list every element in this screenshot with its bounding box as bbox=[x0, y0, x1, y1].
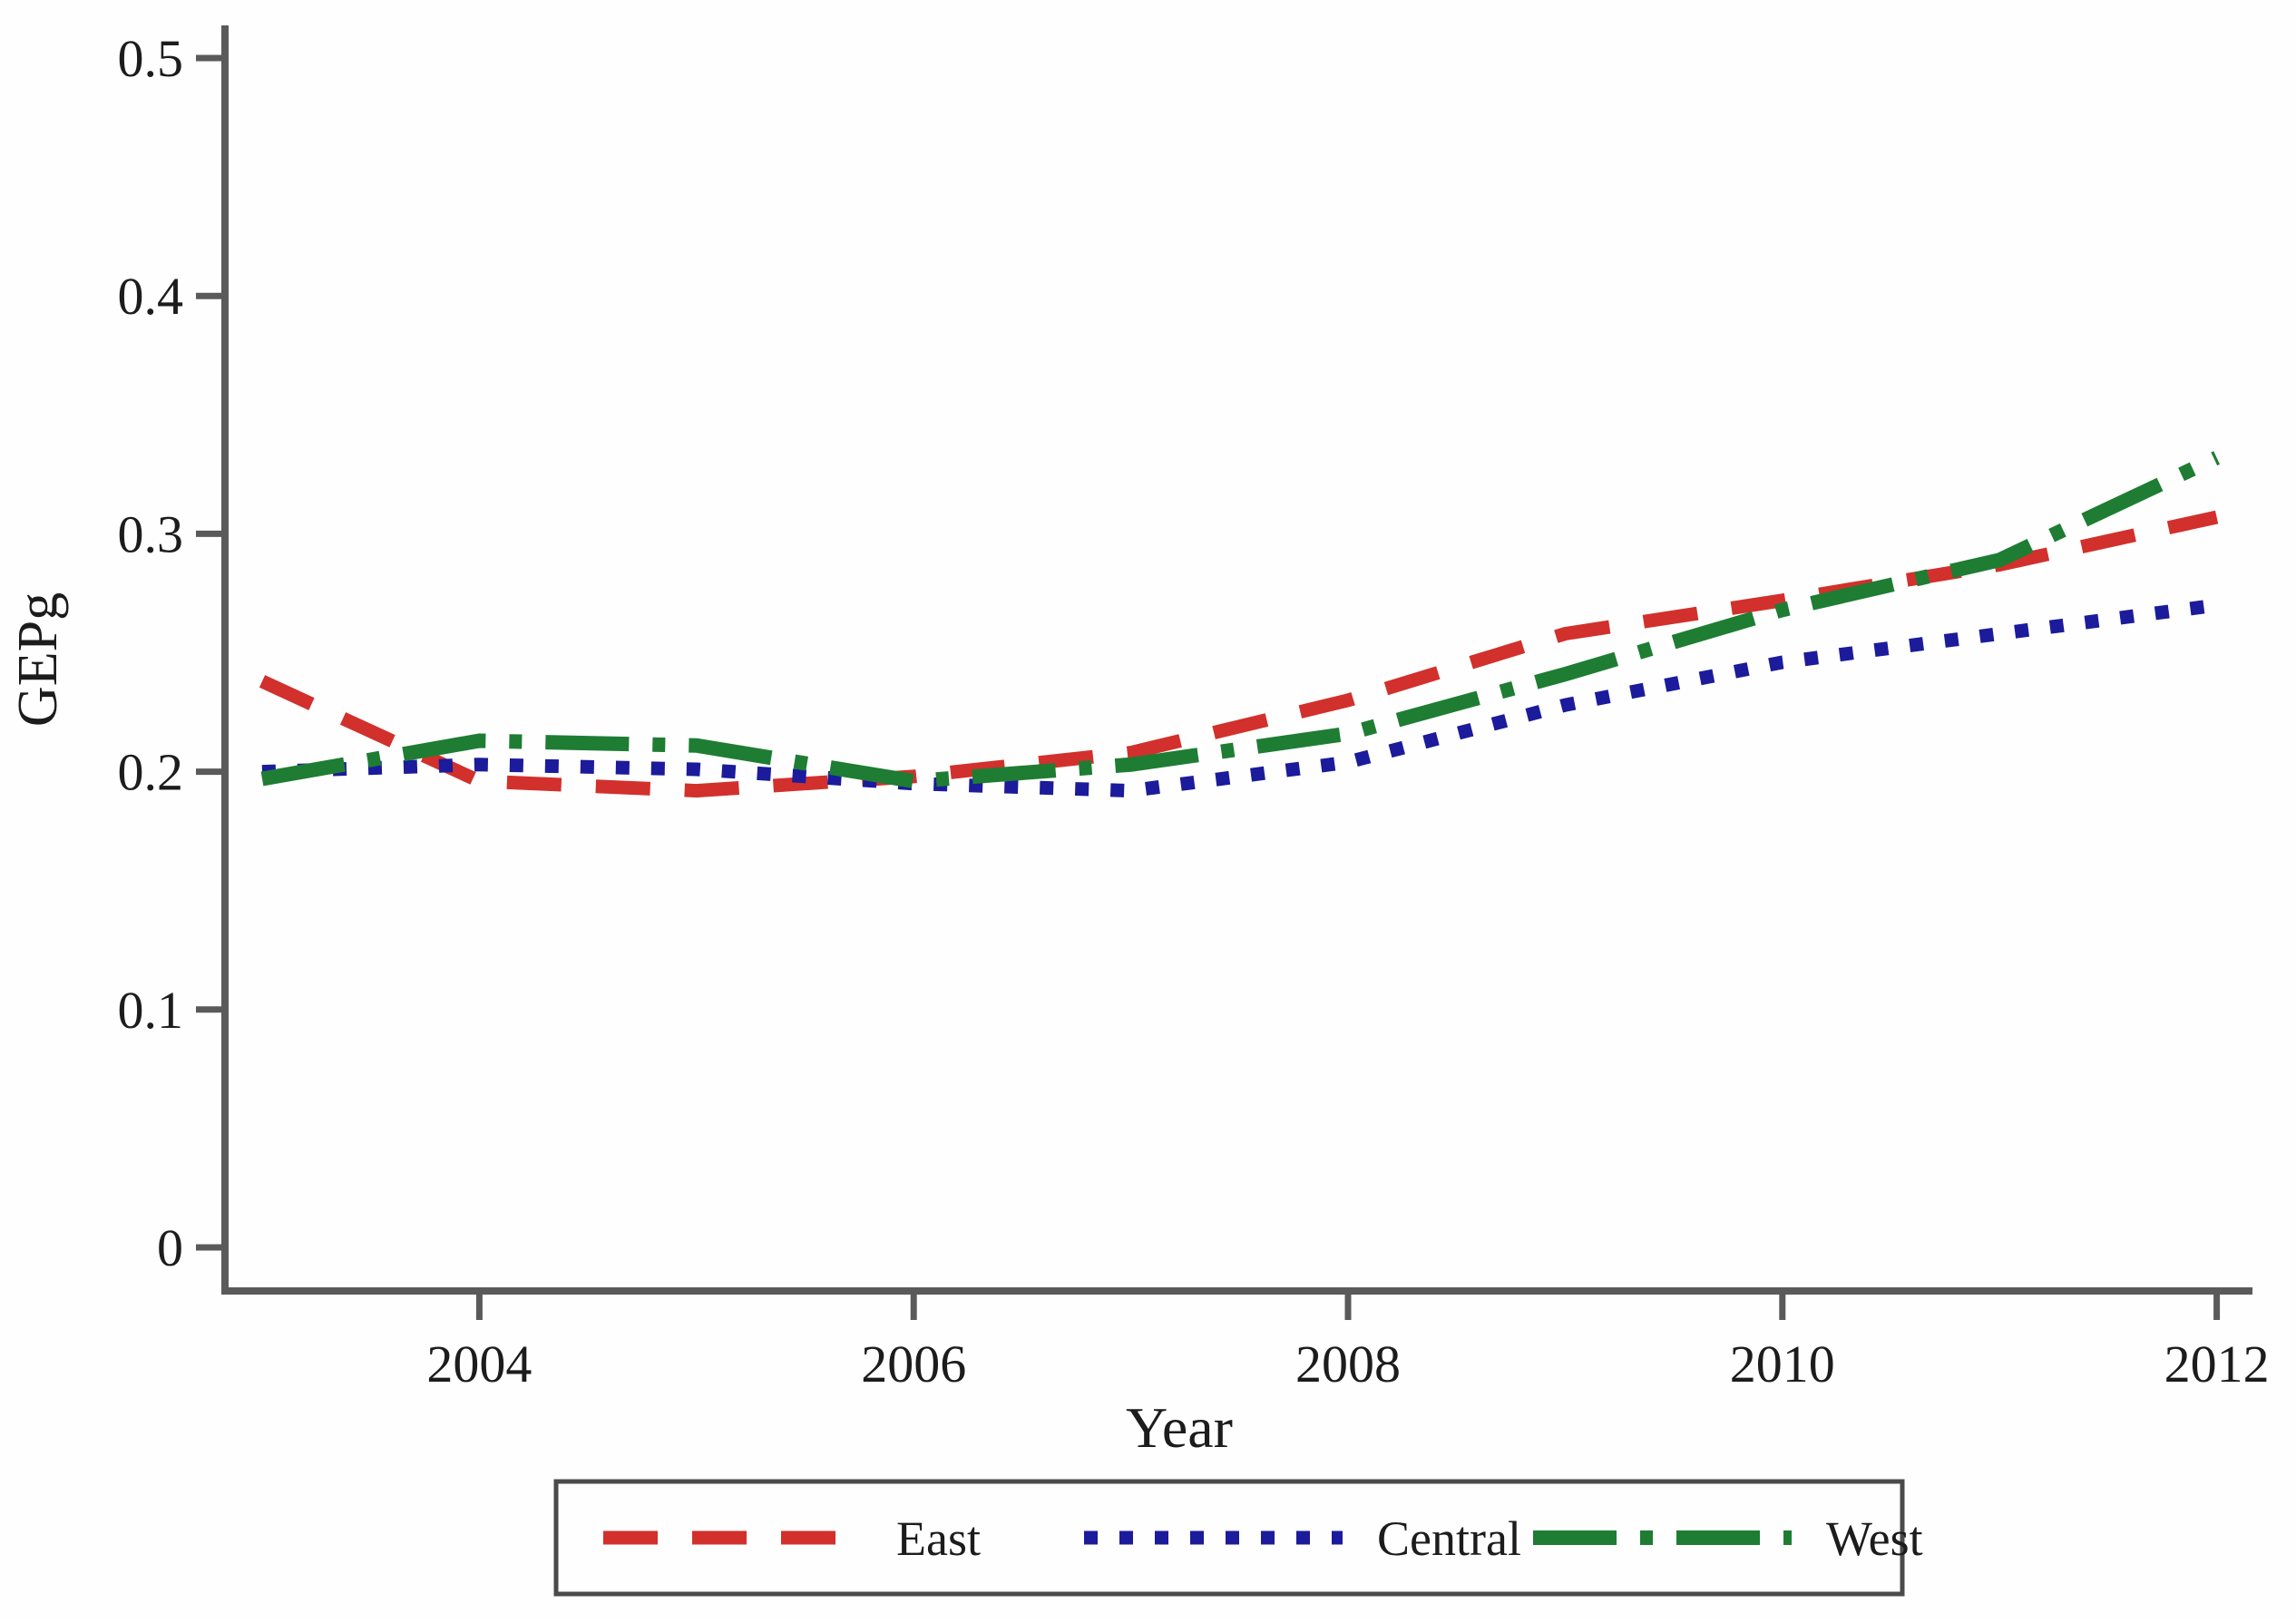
y-tick-label: 0.4 bbox=[118, 267, 184, 326]
y-tick-label: 0.1 bbox=[118, 981, 184, 1040]
legend-item-west: West bbox=[1533, 1511, 1923, 1566]
x-axis-title: Year bbox=[1126, 1395, 1233, 1460]
legend-item-central: Central bbox=[1084, 1511, 1521, 1566]
series-group bbox=[259, 451, 2221, 798]
axes-group: 0 0.1 0.2 0.3 0.4 0.5 2004 2006 2008 2010 2012 GE… bbox=[7, 25, 2270, 1460]
series-line-west bbox=[260, 451, 2221, 789]
legend: East Central West bbox=[553, 1479, 1923, 1597]
y-tick-label: 0.2 bbox=[118, 743, 184, 802]
y-axis-title: GEPg bbox=[7, 592, 69, 727]
legend-items: East Central West bbox=[603, 1511, 1923, 1566]
x-axis-ticks: 2004 2006 2008 2010 2012 bbox=[426, 1291, 2270, 1393]
series-line-central bbox=[261, 598, 2218, 798]
y-tick-label: 0.5 bbox=[118, 29, 184, 88]
y-tick-label: 0 bbox=[157, 1218, 183, 1277]
y-axis-ticks: 0 0.1 0.2 0.3 0.4 0.5 bbox=[118, 29, 225, 1277]
legend-label-east: East bbox=[896, 1511, 981, 1566]
x-tick-label: 2004 bbox=[426, 1335, 532, 1393]
x-tick-label: 2010 bbox=[1730, 1335, 1835, 1393]
legend-label-west: West bbox=[1826, 1511, 1923, 1566]
x-tick-label: 2006 bbox=[861, 1335, 966, 1393]
x-tick-label: 2012 bbox=[2164, 1335, 2270, 1393]
legend-label-central: Central bbox=[1377, 1511, 1521, 1566]
series-line-east bbox=[259, 510, 2219, 798]
x-tick-label: 2008 bbox=[1295, 1335, 1401, 1393]
legend-item-east: East bbox=[603, 1511, 981, 1566]
y-tick-label: 0.3 bbox=[118, 504, 184, 563]
